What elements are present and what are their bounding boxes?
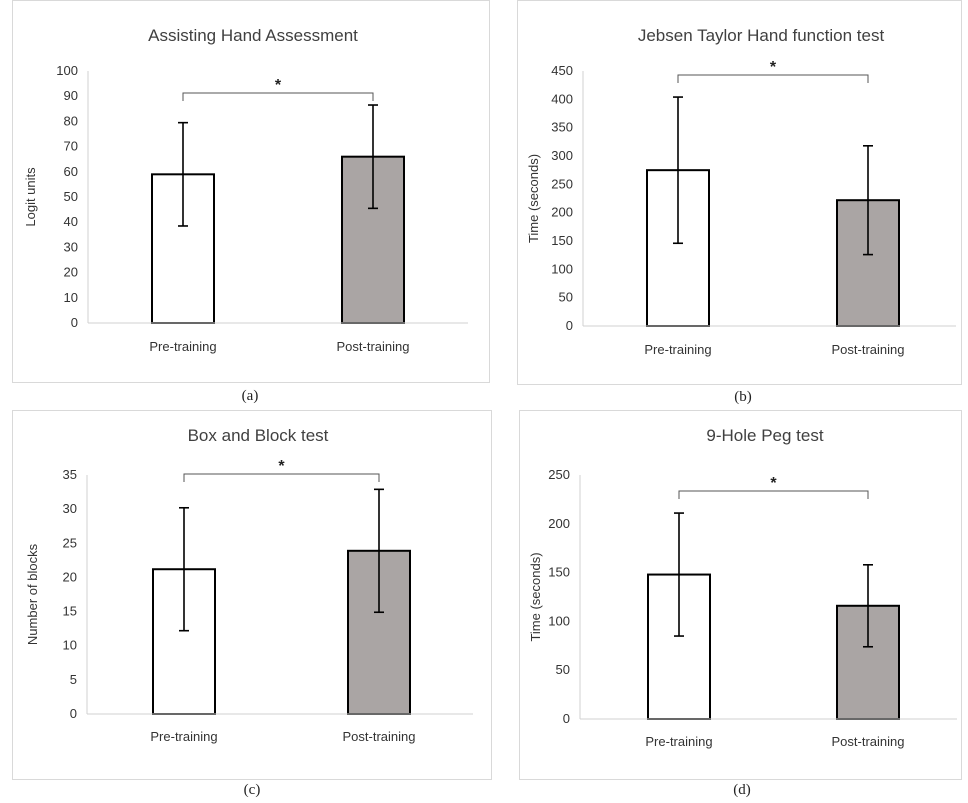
x-tick-label: Post-training bbox=[832, 734, 905, 749]
y-tick-label: 50 bbox=[556, 662, 570, 677]
chart-panel-a: Assisting Hand Assessment Logit units 0 10 2… bbox=[12, 0, 490, 383]
significance-star: * bbox=[278, 458, 285, 475]
chart-panel-d: 9-Hole Peg test Time (seconds) 0 50 100 150 20… bbox=[519, 410, 962, 780]
y-tick-label: 0 bbox=[566, 318, 573, 333]
significance-bracket bbox=[678, 490, 869, 499]
x-tick-label: Pre-training bbox=[645, 734, 712, 749]
y-tick-label: 300 bbox=[551, 148, 573, 163]
y-tick-label: 35 bbox=[63, 467, 77, 482]
y-tick-label: 10 bbox=[63, 638, 77, 653]
y-tick-label: 350 bbox=[551, 120, 573, 135]
y-tick-label: 100 bbox=[56, 63, 78, 78]
y-tick-label: 250 bbox=[551, 176, 573, 191]
y-tick-label: 25 bbox=[63, 535, 77, 550]
y-tick-label: 50 bbox=[64, 189, 78, 204]
significance-bracket bbox=[182, 92, 374, 101]
chart-title: Box and Block test bbox=[188, 426, 329, 445]
chart-title: Jebsen Taylor Hand function test bbox=[638, 26, 885, 45]
y-tick-label: 80 bbox=[64, 113, 78, 128]
y-tick-label: 70 bbox=[64, 139, 78, 154]
y-tick-label: 100 bbox=[551, 261, 573, 276]
chart-svg-c: Box and Block test Number of blocks 0 5 10 15… bbox=[25, 426, 473, 744]
y-tick-label: 200 bbox=[548, 516, 570, 531]
y-tick-label: 250 bbox=[548, 467, 570, 482]
y-tick-label: 30 bbox=[64, 239, 78, 254]
x-tick-label: Post-training bbox=[343, 729, 416, 744]
caption-d: (d) bbox=[733, 782, 751, 798]
y-tick-label: 200 bbox=[551, 205, 573, 220]
y-tick-label: 60 bbox=[64, 164, 78, 179]
y-tick-label: 0 bbox=[70, 706, 77, 721]
y-tick-label: 10 bbox=[64, 290, 78, 305]
caption-c: (c) bbox=[243, 782, 261, 798]
y-tick-label: 150 bbox=[548, 565, 570, 580]
chart-svg-a: Assisting Hand Assessment Logit units 0 10 2… bbox=[23, 26, 468, 354]
y-tick-label: 0 bbox=[563, 711, 570, 726]
y-tick-label: 90 bbox=[64, 88, 78, 103]
y-axis-label: Time (seconds) bbox=[526, 154, 541, 243]
y-tick-label: 100 bbox=[548, 613, 570, 628]
chart-svg-b: Jebsen Taylor Hand function test Time (se… bbox=[526, 26, 956, 357]
chart-title: 9-Hole Peg test bbox=[706, 426, 823, 445]
significance-star: * bbox=[770, 475, 777, 492]
chart-panel-b: Jebsen Taylor Hand function test Time (se… bbox=[517, 0, 962, 385]
x-tick-label: Pre-training bbox=[644, 342, 711, 357]
y-tick-label: 150 bbox=[551, 233, 573, 248]
significance-star: * bbox=[770, 59, 777, 76]
chart-svg-d: 9-Hole Peg test Time (seconds) 0 50 100 150 20… bbox=[528, 426, 957, 749]
y-tick-label: 20 bbox=[64, 265, 78, 280]
y-tick-label: 5 bbox=[70, 672, 77, 687]
significance-bracket bbox=[183, 473, 380, 482]
significance-star: * bbox=[275, 77, 282, 94]
y-tick-label: 30 bbox=[63, 501, 77, 516]
y-tick-label: 50 bbox=[559, 290, 573, 305]
x-tick-label: Post-training bbox=[832, 342, 905, 357]
y-tick-label: 40 bbox=[64, 214, 78, 229]
y-tick-label: 400 bbox=[551, 91, 573, 106]
caption-b: (b) bbox=[734, 389, 752, 405]
x-tick-label: Post-training bbox=[337, 339, 410, 354]
chart-panel-c: Box and Block test Number of blocks 0 5 10 15… bbox=[12, 410, 492, 780]
x-tick-label: Pre-training bbox=[150, 729, 217, 744]
y-tick-label: 450 bbox=[551, 63, 573, 78]
y-axis-label: Number of blocks bbox=[25, 543, 40, 645]
x-tick-label: Pre-training bbox=[149, 339, 216, 354]
y-tick-label: 20 bbox=[63, 569, 77, 584]
chart-title: Assisting Hand Assessment bbox=[148, 26, 358, 45]
y-tick-label: 15 bbox=[63, 604, 77, 619]
significance-bracket bbox=[677, 74, 869, 83]
caption-a: (a) bbox=[241, 388, 259, 404]
y-axis-label: Time (seconds) bbox=[528, 552, 543, 641]
y-axis-label: Logit units bbox=[23, 167, 38, 227]
y-tick-label: 0 bbox=[71, 315, 78, 330]
